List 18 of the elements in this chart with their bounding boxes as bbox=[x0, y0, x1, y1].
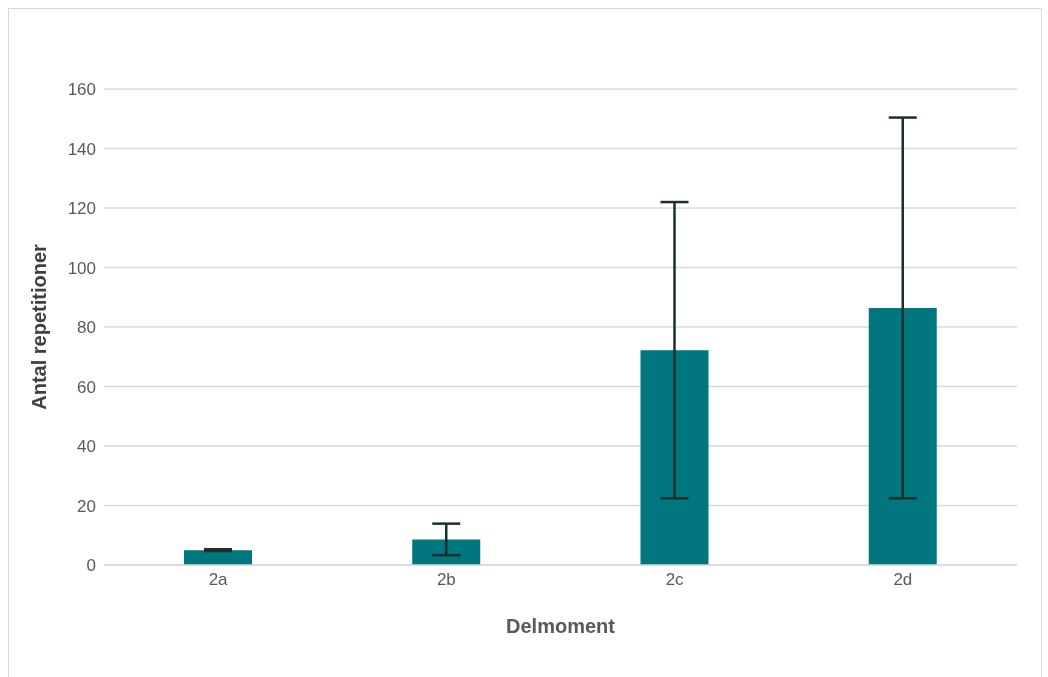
y-axis-title: Antal repetitioner bbox=[28, 244, 51, 410]
y-tick-label: 160 bbox=[67, 80, 96, 100]
y-tick-label: 80 bbox=[77, 318, 96, 338]
y-tick-label: 40 bbox=[77, 437, 96, 457]
x-tick-label: 2c bbox=[665, 570, 685, 590]
y-tick-label: 0 bbox=[86, 556, 96, 576]
x-tick-label: 2d bbox=[893, 570, 913, 590]
y-tick-label: 20 bbox=[77, 496, 96, 516]
x-tick-label: 2a bbox=[208, 570, 229, 590]
x-axis-title: Delmoment bbox=[506, 615, 616, 637]
y-tick-label: 140 bbox=[67, 139, 96, 159]
bar bbox=[412, 539, 481, 565]
y-tick-label: 120 bbox=[67, 199, 96, 219]
y-tick-label: 60 bbox=[77, 377, 96, 397]
x-tick-label: 2b bbox=[436, 570, 456, 590]
bar bbox=[640, 350, 709, 565]
bar bbox=[868, 307, 937, 565]
y-tick-label: 100 bbox=[67, 258, 96, 278]
